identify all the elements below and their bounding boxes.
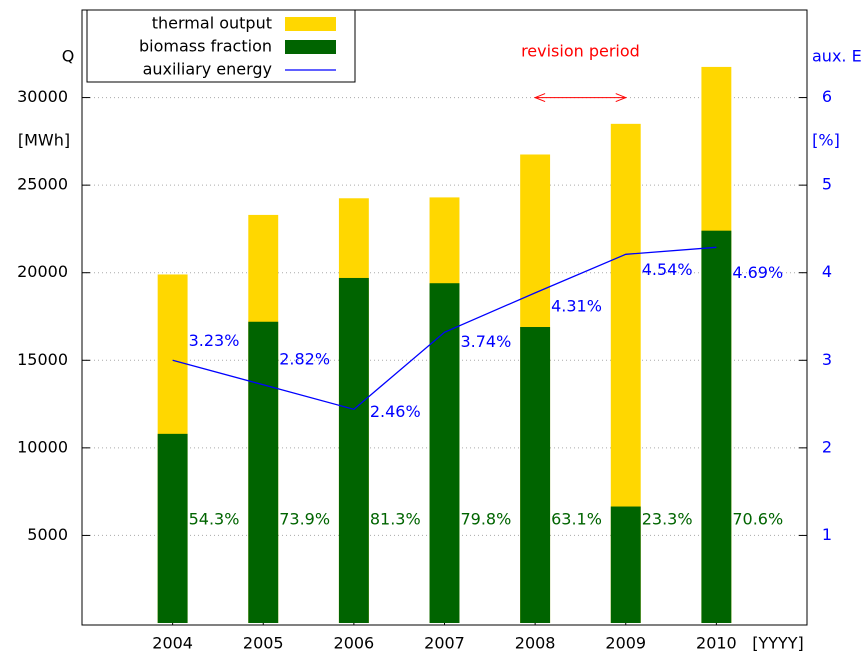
bar-annotation: 70.6% [732,510,783,529]
y-tick-label: 20000 [17,262,68,281]
x-tick-label: 2004 [152,634,193,653]
bar [429,283,460,623]
arrow-head [533,93,628,103]
y-axis-unit: [MWh] [18,131,70,150]
legend-swatch [285,17,336,31]
x-tick-label: 2010 [696,634,737,653]
x-tick-label: 2008 [515,634,556,653]
bar-annotation: 73.9% [279,510,330,529]
line-annotation: 4.69% [732,263,783,282]
y-tick-label: 30000 [17,87,68,106]
y-axis-label: Q [62,47,75,66]
legend-label: thermal output [152,14,272,33]
line-annotation: 3.23% [189,331,240,350]
bar-annotation: 79.8% [460,510,511,529]
x-axis-unit: [YYYY] [752,634,804,653]
bar-annotation: 54.3% [189,510,240,529]
legend-label: biomass fraction [139,37,272,56]
bar [248,321,279,623]
y2-tick-label: 6 [822,87,832,106]
y2-tick-label: 3 [822,350,832,369]
annotation-text: revision period [521,42,640,61]
legend-swatch [285,40,336,54]
y2-axis-unit: [%] [812,131,840,150]
y2-tick-label: 4 [822,262,832,281]
y2-tick-label: 5 [822,175,832,194]
y2-axis-label: aux. E [812,47,862,66]
line-annotation: 4.54% [642,260,693,279]
y2-tick-label: 1 [822,525,832,544]
line-annotation: 2.46% [370,402,421,421]
bar [701,230,732,623]
x-tick-label: 2006 [334,634,375,653]
line-annotation: 4.31% [551,296,602,315]
y-tick-label: 5000 [27,525,68,544]
line [172,246,717,411]
bar [610,506,641,623]
y-tick-label: 15000 [17,350,68,369]
bar [338,277,369,623]
line-annotation: 2.82% [279,349,330,368]
bar-annotation: 81.3% [370,510,421,529]
y-tick-label: 25000 [17,175,68,194]
bar-annotation: 23.3% [642,510,693,529]
x-tick-label: 2005 [243,634,284,653]
y2-tick-label: 2 [822,437,832,456]
y-tick-label: 10000 [17,437,68,456]
bar [520,327,551,623]
x-tick-label: 2007 [424,634,465,653]
line-annotation: 3.74% [460,332,511,351]
x-tick-label: 2009 [605,634,646,653]
legend-label: auxiliary energy [143,60,272,79]
plot-frame [81,9,808,626]
bar [157,433,188,623]
bar-annotation: 63.1% [551,510,602,529]
